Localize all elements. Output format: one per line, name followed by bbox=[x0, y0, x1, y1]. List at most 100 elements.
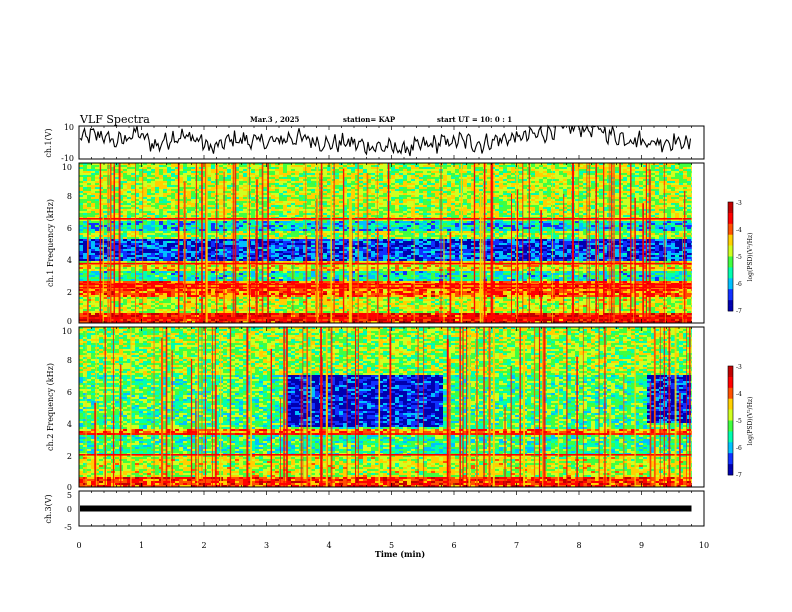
ch1-spectrogram-cell bbox=[679, 203, 684, 206]
ch1-spectrogram-cell bbox=[447, 199, 452, 202]
ch1-spectrogram-cell bbox=[659, 187, 664, 190]
ch1-spectrogram-cell bbox=[519, 195, 524, 198]
ch1-spectrogram-cell bbox=[303, 209, 308, 212]
ch1-spectrogram-cell bbox=[263, 215, 268, 218]
ch1-spectrogram-cell bbox=[603, 191, 608, 194]
ch1-spectrogram-cell bbox=[207, 223, 212, 226]
ch1-spectrogram-cell bbox=[299, 187, 304, 190]
ch1-spectrogram-cell bbox=[623, 165, 628, 168]
ch1-spectrogram-cell bbox=[311, 183, 316, 186]
ch1-spectrogram-cell bbox=[111, 225, 116, 228]
ch1-spectrogram-cell bbox=[663, 181, 668, 184]
ch1-spectrogram-cell bbox=[531, 197, 536, 200]
ch1-spectrogram-cell bbox=[207, 213, 212, 216]
ch1-spectrogram-cell bbox=[263, 175, 268, 178]
ch1-spectrogram-cell bbox=[523, 219, 528, 222]
ch1-spectrogram-cell bbox=[463, 211, 468, 214]
ch1-spectrogram-cell bbox=[435, 219, 440, 222]
ch1-spectrogram-cell bbox=[343, 211, 348, 214]
ch1-spectrogram-cell bbox=[435, 205, 440, 208]
ch1-spectrogram-cell bbox=[603, 165, 608, 168]
ch1-spectrogram-cell bbox=[503, 167, 508, 170]
ch1-spectrogram-cell bbox=[383, 221, 388, 224]
ch1-spectrogram-cell bbox=[175, 181, 180, 184]
ch1-spectrogram-cell bbox=[331, 211, 336, 214]
ch1-spectrogram-cell bbox=[227, 185, 232, 188]
ch1-spectrogram-cell bbox=[123, 195, 128, 198]
ch1-spectrogram-cell bbox=[487, 193, 492, 196]
ch1-spectrogram-cell bbox=[431, 171, 436, 174]
ch1-spectrogram-cell bbox=[591, 189, 596, 192]
ch1-spectrogram-cell bbox=[563, 169, 568, 172]
ch1-spectrogram-cell bbox=[243, 215, 248, 218]
ch1-spectrogram-cell bbox=[151, 179, 156, 182]
ch1-spectrogram-cell bbox=[367, 189, 372, 192]
ch1-spectrogram-cell bbox=[599, 199, 604, 202]
ch1-spectrogram-cell bbox=[263, 209, 268, 212]
ch1-spectrogram-cell bbox=[543, 185, 548, 188]
ch1-spectrogram-cell bbox=[443, 179, 448, 182]
ch1-spectrogram-cell bbox=[451, 195, 456, 198]
ch1-spectrogram-cell bbox=[175, 173, 180, 176]
ch1-spectrogram-cell bbox=[243, 195, 248, 198]
ch1-spectrogram-cell bbox=[103, 195, 108, 198]
ch1-spectrogram-cell bbox=[451, 211, 456, 214]
ch1-spectrogram-cell bbox=[627, 215, 632, 218]
ch1-spectrogram-cell bbox=[107, 223, 112, 226]
ch1-spectrogram-cell bbox=[547, 199, 552, 202]
ch1-spectrogram-cell bbox=[563, 223, 568, 226]
ch1-spectrogram-cell bbox=[119, 195, 124, 198]
ch1-spectrogram-cell bbox=[275, 167, 280, 170]
ch1-spectrogram-cell bbox=[635, 187, 640, 190]
ch1-spectrogram-cell bbox=[443, 173, 448, 176]
ch1-spectrogram-cell bbox=[371, 181, 376, 184]
ch1-spectrogram-cell bbox=[179, 177, 184, 180]
ch1-spectrogram-cell bbox=[359, 213, 364, 216]
ch1-spectrogram-cell bbox=[351, 165, 356, 168]
ch1-spectrogram-cell bbox=[355, 201, 360, 204]
ch1-spectrogram-cell bbox=[367, 213, 372, 216]
ch1-spectrogram-cell bbox=[503, 219, 508, 222]
ch1-spectrogram-cell bbox=[267, 195, 272, 198]
ch1-spectrogram-cell bbox=[451, 185, 456, 188]
ch1-spectrogram-cell bbox=[283, 219, 288, 222]
ch1-spectrogram-cell bbox=[151, 183, 156, 186]
ch1-spectrogram-cell bbox=[323, 201, 328, 204]
ch1-spectrogram-cell bbox=[559, 209, 564, 212]
ch1-spectrogram-cell bbox=[223, 199, 228, 202]
ch1-spectrogram-cell bbox=[159, 169, 164, 172]
ch1-spectrogram-cell bbox=[627, 177, 632, 180]
ch1-spectrogram-cell bbox=[419, 181, 424, 184]
ch1-spectrogram-cell bbox=[427, 221, 432, 224]
ch1-spectrogram-cell bbox=[395, 205, 400, 208]
ch1-spectrogram-cell bbox=[271, 175, 276, 178]
ch1-spectrogram-cell bbox=[579, 179, 584, 182]
ch1-spectrogram-cell bbox=[267, 179, 272, 182]
ch1-spectrogram-cell bbox=[567, 173, 572, 176]
ch1-spectrogram-cell bbox=[327, 189, 332, 192]
ch1-spectrogram-cell bbox=[631, 177, 636, 180]
ch1-spectrogram-cell bbox=[687, 167, 692, 170]
ch1-spectrogram-cell bbox=[323, 169, 328, 172]
ch1-spectrogram-cell bbox=[339, 187, 344, 190]
ch1-spectrogram-cell bbox=[119, 211, 124, 214]
ch1-spectrogram-cell bbox=[111, 169, 116, 172]
ch1-spectrogram-cell bbox=[539, 193, 544, 196]
ch1-spectrogram-cell bbox=[511, 201, 516, 204]
ch1-spectrogram-cell bbox=[583, 169, 588, 172]
ch1-spectrogram-cell bbox=[331, 221, 336, 224]
ch1-spectrogram-cell bbox=[235, 207, 240, 210]
ch1-spectrogram-cell bbox=[323, 165, 328, 168]
ch1-spectrogram-cell bbox=[171, 199, 176, 202]
ch1-spectrogram-cell bbox=[191, 175, 196, 178]
ch1-spectrogram-cell bbox=[383, 215, 388, 218]
ch1-spectrogram-cell bbox=[395, 175, 400, 178]
ch1-spectrogram-cell bbox=[671, 195, 676, 198]
ch1-spectrogram-cell bbox=[103, 179, 108, 182]
ch1-spectrogram-cell bbox=[519, 193, 524, 196]
ch1-spectrogram-cell bbox=[367, 225, 372, 228]
ch1-spectrogram-cell bbox=[359, 221, 364, 224]
ch1-spectrogram-cell bbox=[427, 193, 432, 196]
ch1-spectrogram-cell bbox=[543, 183, 548, 186]
ch1-spectrogram-cell bbox=[499, 189, 504, 192]
